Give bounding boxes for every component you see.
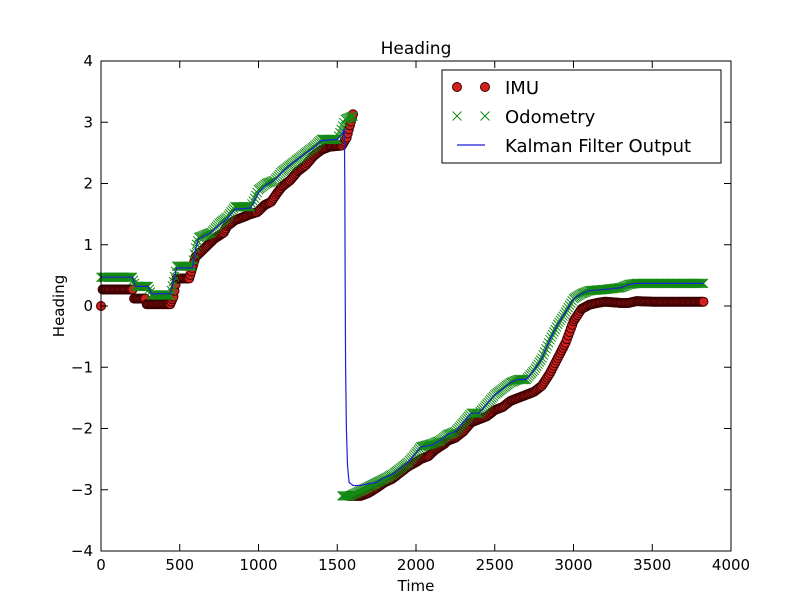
y-axis-label: Heading: [50, 275, 68, 337]
chart-title: Heading: [381, 39, 452, 59]
legend-odometry-marker-1: [452, 111, 462, 121]
odometry-point: [195, 232, 205, 242]
y-tick-label: 4: [83, 52, 93, 70]
plot-frame: [100, 60, 732, 552]
legend-entry-kalman: Kalman Filter Output: [457, 136, 691, 157]
odometry-point-stroke: [425, 439, 436, 450]
odometry-point-stroke: [348, 111, 358, 121]
odometry-point-stroke: [164, 290, 174, 300]
odometry-point: [343, 491, 354, 501]
y-tick-label: 0: [83, 297, 93, 315]
y-tick-label: −4: [71, 542, 93, 560]
odometry-point: [240, 201, 251, 212]
odometry-point-stroke: [160, 290, 171, 300]
odometry-point-stroke: [424, 439, 435, 450]
odometry-point-stroke: [346, 111, 357, 122]
y-tick-label: 1: [83, 236, 93, 254]
odometry-point-stroke: [336, 124, 347, 135]
axis-ticks: 0 500 1000 1500 2000 2500 3000 3500 4000 −4 −3 −2 −1…: [71, 52, 750, 574]
y-tick-label: 2: [83, 175, 93, 193]
odometry-point-stroke: [345, 112, 356, 122]
odometry-point-stroke: [186, 261, 196, 272]
odometry-point: [346, 111, 357, 122]
x-tick-label: 1000: [239, 556, 277, 574]
imu-point: [698, 296, 709, 307]
legend-odometry-stroke: [480, 111, 490, 121]
odometry-point: [198, 230, 209, 241]
odometry-point: [337, 121, 348, 131]
odometry-point: [160, 290, 171, 300]
odometry-point-stroke: [195, 232, 205, 242]
odometry-point: [197, 231, 208, 241]
y-tick-label: −2: [71, 420, 93, 438]
x-tick-label: 2500: [476, 556, 514, 574]
odometry-point-stroke: [198, 230, 209, 241]
legend-odometry-stroke: [452, 111, 462, 121]
legend-imu-marker-1: [452, 82, 462, 92]
x-tick-label: 3000: [554, 556, 592, 574]
odometry-point-stroke: [240, 201, 251, 212]
odometry-point: [183, 261, 194, 272]
odometry-point-stroke: [337, 121, 348, 131]
x-tick-label: 1500: [318, 556, 356, 574]
odometry-point: [186, 261, 196, 272]
odometry-point-stroke: [343, 491, 354, 501]
x-tick-label: 0: [96, 556, 106, 574]
legend: IMU Odometry Kalman Filter Output: [441, 69, 722, 164]
legend-kalman-label: Kalman Filter Output: [505, 136, 691, 157]
x-tick-label: 3500: [633, 556, 671, 574]
legend-odometry-label: Odometry: [505, 107, 596, 128]
legend-imu-label: IMU: [505, 78, 539, 99]
odometry-point: [193, 232, 204, 243]
odometry-point-stroke: [197, 231, 208, 241]
plot-series-group: [96, 109, 709, 501]
odometry-point: [425, 439, 436, 450]
legend-entry-imu: IMU: [452, 78, 539, 99]
odometry-point: [345, 112, 356, 122]
odometry-point-stroke: [183, 261, 194, 272]
legend-imu-marker-2: [480, 82, 490, 92]
odometry-point-stroke: [335, 127, 345, 138]
odometry-point-stroke: [193, 232, 204, 243]
odometry-point: [335, 127, 345, 138]
x-tick-label: 500: [165, 556, 194, 574]
legend-odometry-marker-2: [480, 111, 490, 121]
x-axis-label: Time: [397, 577, 435, 595]
x-tick-label: 2000: [397, 556, 435, 574]
odometry-point: [424, 439, 435, 450]
plot-content: [96, 109, 709, 501]
y-tick-label: 3: [83, 113, 93, 131]
odometry-point: [164, 290, 174, 300]
legend-entry-odometry: Odometry: [452, 107, 596, 128]
y-tick-label: −3: [71, 481, 93, 499]
odometry-point: [348, 111, 358, 121]
kalman-filter-line: [101, 128, 704, 487]
odometry-point-stroke: [339, 491, 350, 501]
x-tick-label: 4000: [712, 556, 750, 574]
y-tick-label: −1: [71, 358, 93, 376]
